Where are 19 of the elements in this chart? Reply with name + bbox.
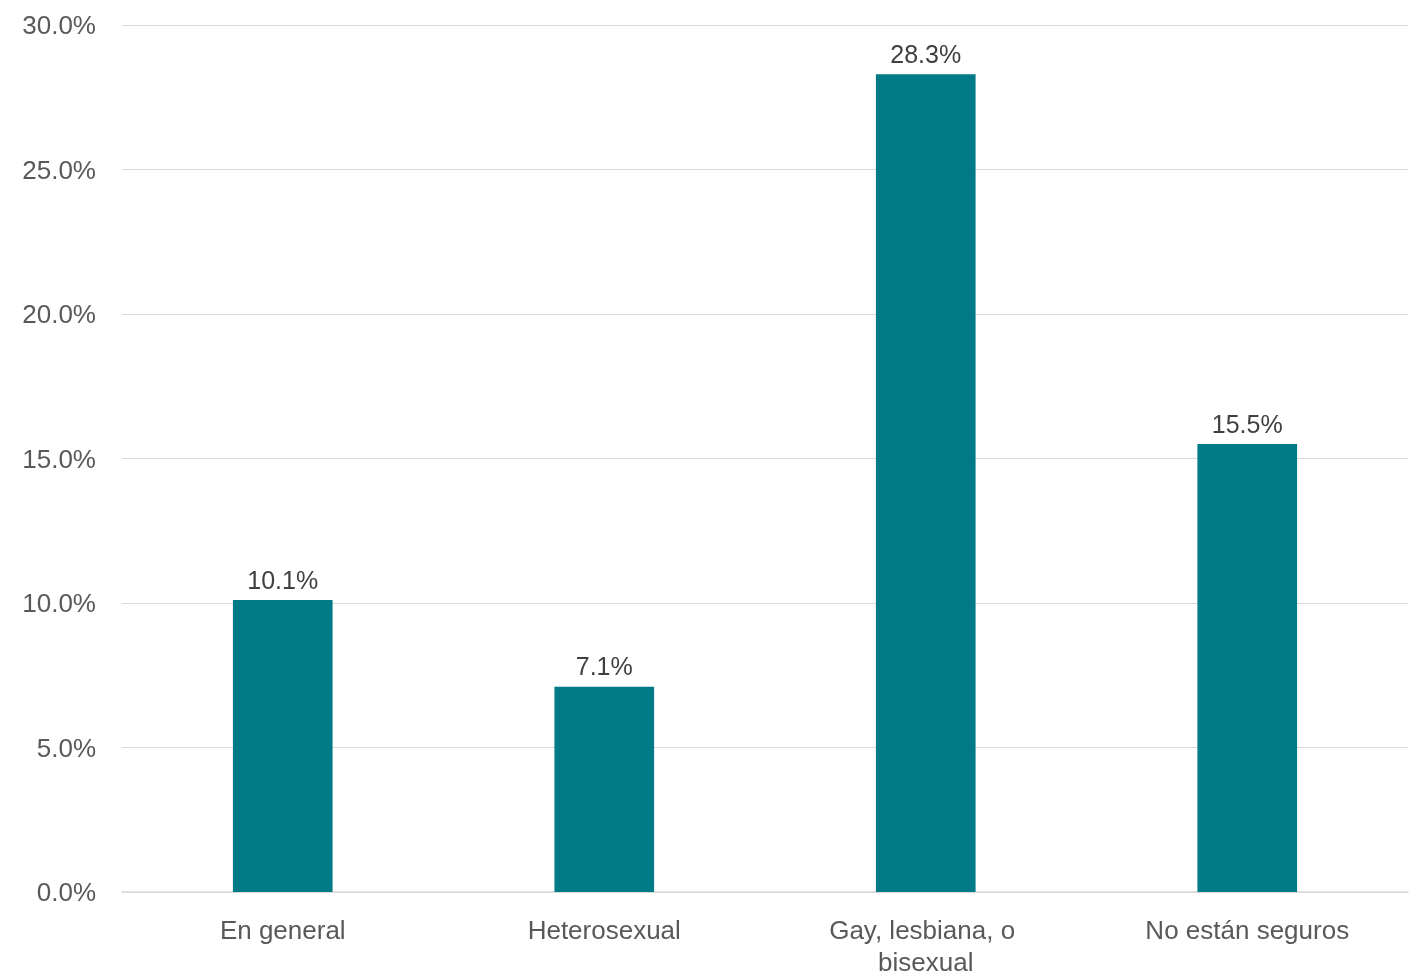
x-tick-label: No están seguros — [1145, 915, 1350, 945]
data-label: 7.1% — [575, 652, 633, 681]
x-tick-label: En general — [219, 915, 346, 945]
x-tick-label: Heterosexual — [527, 915, 681, 945]
data-label: 15.5% — [1211, 409, 1283, 438]
bar — [875, 74, 976, 892]
bar — [1197, 444, 1298, 892]
bar — [232, 600, 333, 892]
y-tick-label: 20.0% — [22, 299, 96, 329]
data-label: 28.3% — [890, 39, 962, 68]
data-label: 10.1% — [247, 565, 319, 594]
y-tick-label: 0.0% — [36, 877, 96, 907]
y-tick-label: 25.0% — [22, 154, 96, 185]
bar — [554, 686, 655, 892]
y-tick-label: 15.0% — [22, 443, 96, 474]
x-tick-label: Gay, lesbiana, o bisexual — [829, 915, 1023, 977]
y-tick-label: 5.0% — [36, 732, 96, 763]
y-tick-label: 10.0% — [22, 588, 96, 618]
y-tick-label: 30.0% — [22, 10, 96, 40]
